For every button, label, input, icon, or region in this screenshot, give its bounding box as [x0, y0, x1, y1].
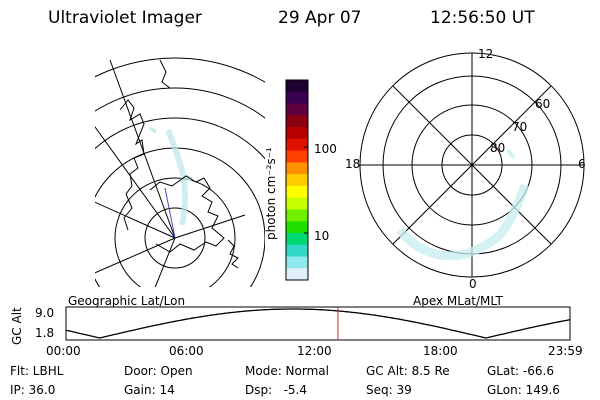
date-label: 29 Apr 07	[278, 8, 362, 28]
colorbar-tick-10: 10	[314, 229, 330, 243]
colorbar-segment	[286, 115, 308, 128]
colorbar-segment	[286, 232, 308, 246]
colorbar-segment	[286, 185, 308, 199]
info-glat: GLat: -66.6	[487, 364, 554, 378]
altitude-xtick-0600: 06:00	[169, 344, 204, 358]
altitude-xtick-2359: 23:59	[548, 344, 583, 358]
altitude-xtick-1800: 18:00	[423, 344, 458, 358]
colorbar-segment	[286, 150, 308, 163]
mlt-label-12: 12	[478, 47, 494, 61]
altitude-xtick-0000: 00:00	[46, 344, 81, 358]
altitude-xtick-1200: 12:00	[297, 344, 332, 358]
colorbar-segment	[286, 103, 308, 116]
colorbar-border	[285, 79, 309, 281]
colorbar-segment	[286, 80, 308, 93]
info-seq: Seq: 39	[366, 383, 412, 397]
colorbar-segment	[286, 138, 308, 152]
colorbar-segment	[286, 127, 308, 140]
info-dsp: Dsp: -5.4	[245, 383, 308, 397]
lat-label-60: 60	[535, 97, 551, 111]
colorbar-tick-100: 100	[314, 142, 337, 156]
colorbar-segment	[286, 268, 308, 281]
colorbar-segment	[286, 209, 308, 222]
colorbar-segment	[286, 244, 308, 257]
colorbar-segment	[286, 162, 308, 175]
info-glon: GLon: 149.6	[487, 383, 560, 397]
info-ip: IP: 36.0	[10, 383, 56, 397]
mlt-label-18: 18	[345, 157, 361, 171]
info-mode: Mode: Normal	[245, 364, 329, 378]
info-door: Door: Open	[124, 364, 193, 378]
lat-label-70: 70	[512, 120, 528, 134]
colorbar-unit-label: photon cm⁻²s⁻¹	[264, 147, 278, 240]
mlt-label-6: 6	[578, 157, 586, 171]
colorbar-segment	[286, 256, 308, 269]
right-panel-label: Apex MLat/MLT	[413, 294, 503, 308]
colorbar-segment	[286, 197, 308, 210]
altitude-ytick-low: 1.8	[35, 326, 55, 340]
lat-label-80: 80	[490, 141, 506, 155]
info-flt: Flt: LBHL	[10, 364, 64, 378]
colorbar-segment	[286, 221, 308, 234]
colorbar-segment	[286, 91, 308, 105]
time-label: 12:56:50 UT	[430, 8, 535, 28]
altitude-curve	[65, 308, 571, 339]
altitude-ytick-high: 9.0	[35, 306, 55, 320]
info-gain: Gain: 14	[124, 383, 175, 397]
altitude-ylabel: GC Alt	[10, 307, 24, 345]
left-panel-label: Geographic Lat/Lon	[68, 294, 186, 308]
mlt-label-0: 0	[469, 277, 477, 291]
app-title: Ultraviolet Imager	[48, 8, 202, 28]
info-gc-alt: GC Alt: 8.5 Re	[366, 364, 450, 378]
colorbar-segment	[286, 174, 308, 187]
